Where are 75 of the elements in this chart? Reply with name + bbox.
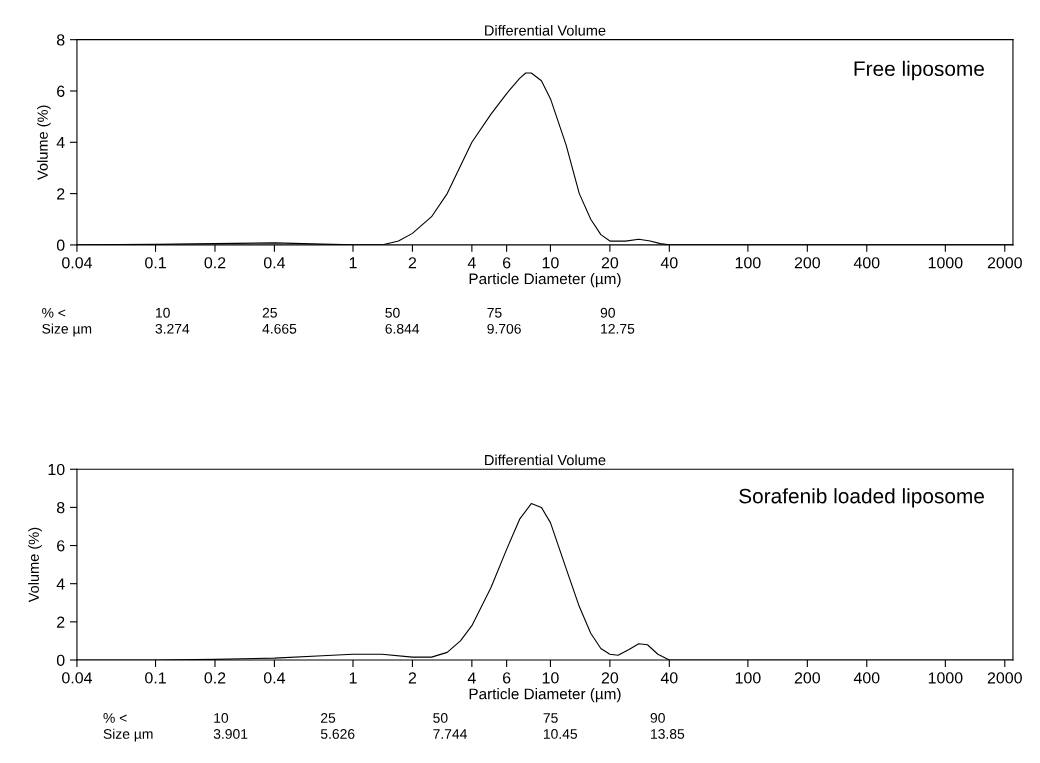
text: 50 [385,307,400,318]
text: % < [103,713,127,723]
y-tick-label: 6 [57,540,65,552]
y-tick-label: 2 [57,616,65,628]
y-tick-label: 6 [57,85,65,97]
text: 10 [156,307,170,318]
y-tick-label: 8 [56,502,65,514]
x-tick-label: 0.04 [62,257,93,269]
y-tick-label: 4 [56,137,65,149]
x-tick-label: 0.04 [62,672,93,684]
text: Size µm [42,323,92,337]
x-tick-label: 100 [735,257,761,269]
x-tick-label: 400 [853,257,880,269]
text: % < [42,307,66,318]
text: 5.626 [320,729,355,739]
x-tick-label: 0.4 [263,672,286,684]
text: 3.901 [213,729,248,739]
text: 10.45 [543,729,578,739]
x-tick-label: 1000 [928,257,963,269]
text: 25 [262,307,277,318]
chart-title: Differential Volume [485,24,606,36]
x-tick-label: 10 [542,257,559,269]
y-tick-label: 8 [56,34,65,46]
x-tick-label: 1 [349,257,357,269]
x-tick-label: 1000 [928,672,963,684]
x-tick-label: 2000 [987,257,1022,269]
x-tick-label: 0.2 [204,672,226,684]
x-tick-label: 0.1 [145,672,166,684]
text: Free liposome [854,60,984,81]
x-tick-label: 40 [660,672,678,684]
chart-title: Differential Volume [485,454,606,466]
text: 9.706 [487,323,521,334]
x-tick-label: 0.4 [263,257,286,269]
text: Size µm [103,728,153,742]
x-tick-label: 100 [735,672,761,684]
text: Sorafenib loaded liposome [739,488,984,508]
text: 50 [433,713,448,723]
x-tick-label: 20 [601,672,619,684]
x-tick-label: 200 [794,672,821,684]
text: 90 [650,713,665,723]
x-tick-label: 10 [542,672,559,684]
x-axis-title: Particle Diameter (µm) [469,273,621,288]
x-tick-label: 0.2 [204,257,226,269]
y-tick-label: 4 [56,578,65,590]
y-tick-label: 0 [56,654,65,666]
x-tick-label: 4 [467,672,476,684]
x-tick-label: 20 [601,257,619,269]
x-tick-label: 40 [660,257,678,269]
text: 13.85 [651,729,685,739]
text: 6.844 [385,323,420,334]
text: 75 [487,308,502,318]
x-tick-label: 2 [408,257,417,269]
x-tick-label: 4 [467,257,476,269]
y-axis-title: Volume (%) [28,527,42,603]
text: 4.665 [262,323,297,334]
x-tick-label: 2000 [987,672,1022,684]
y-axis-title: Volume (%) [37,105,51,180]
x-tick-label: 0.1 [145,257,166,269]
y-tick-label: 10 [48,463,65,476]
text: 3.274 [155,323,190,334]
x-tick-label: 200 [794,257,821,269]
y-tick-label: 2 [57,188,65,200]
text: 90 [600,307,615,318]
text: 12.75 [601,323,635,334]
x-tick-label: 400 [853,672,880,684]
x-tick-label: 1 [349,672,357,684]
text: 7.744 [433,729,467,739]
x-tick-label: 6 [503,257,511,269]
text: 25 [321,713,336,723]
text: 75 [543,713,558,723]
text: 10 [214,713,229,723]
y-tick-label: 0 [56,239,65,251]
x-axis-title: Particle Diameter (µm) [469,688,621,703]
x-tick-label: 2 [408,672,417,684]
x-tick-label: 6 [503,672,511,684]
